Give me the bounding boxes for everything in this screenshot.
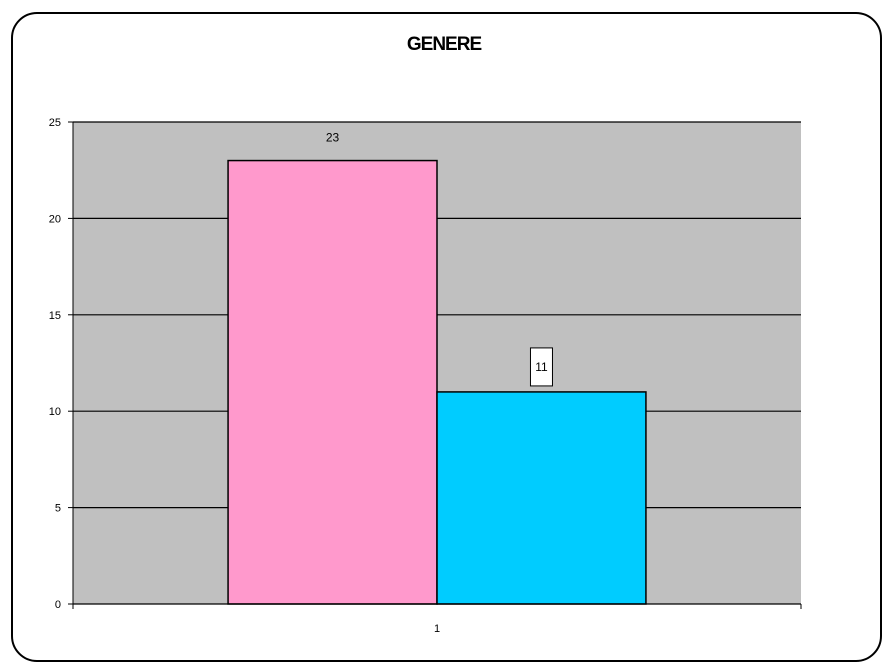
- y-tick-label: 0: [55, 599, 61, 611]
- bar-series-2: [436, 391, 647, 605]
- data-label: 23: [326, 131, 340, 145]
- data-label: 11: [535, 360, 548, 374]
- y-tick-label: 15: [49, 310, 61, 322]
- data-label-box: [529, 347, 553, 387]
- y-tick-label: 10: [49, 406, 61, 418]
- x-tick-label: 1: [434, 623, 440, 635]
- bar-series-1: [227, 159, 438, 605]
- y-tick-label: 20: [49, 213, 61, 225]
- chart-title: GENERE: [406, 34, 482, 55]
- y-tick-label: 25: [49, 117, 61, 129]
- y-tick-label: 5: [55, 503, 61, 515]
